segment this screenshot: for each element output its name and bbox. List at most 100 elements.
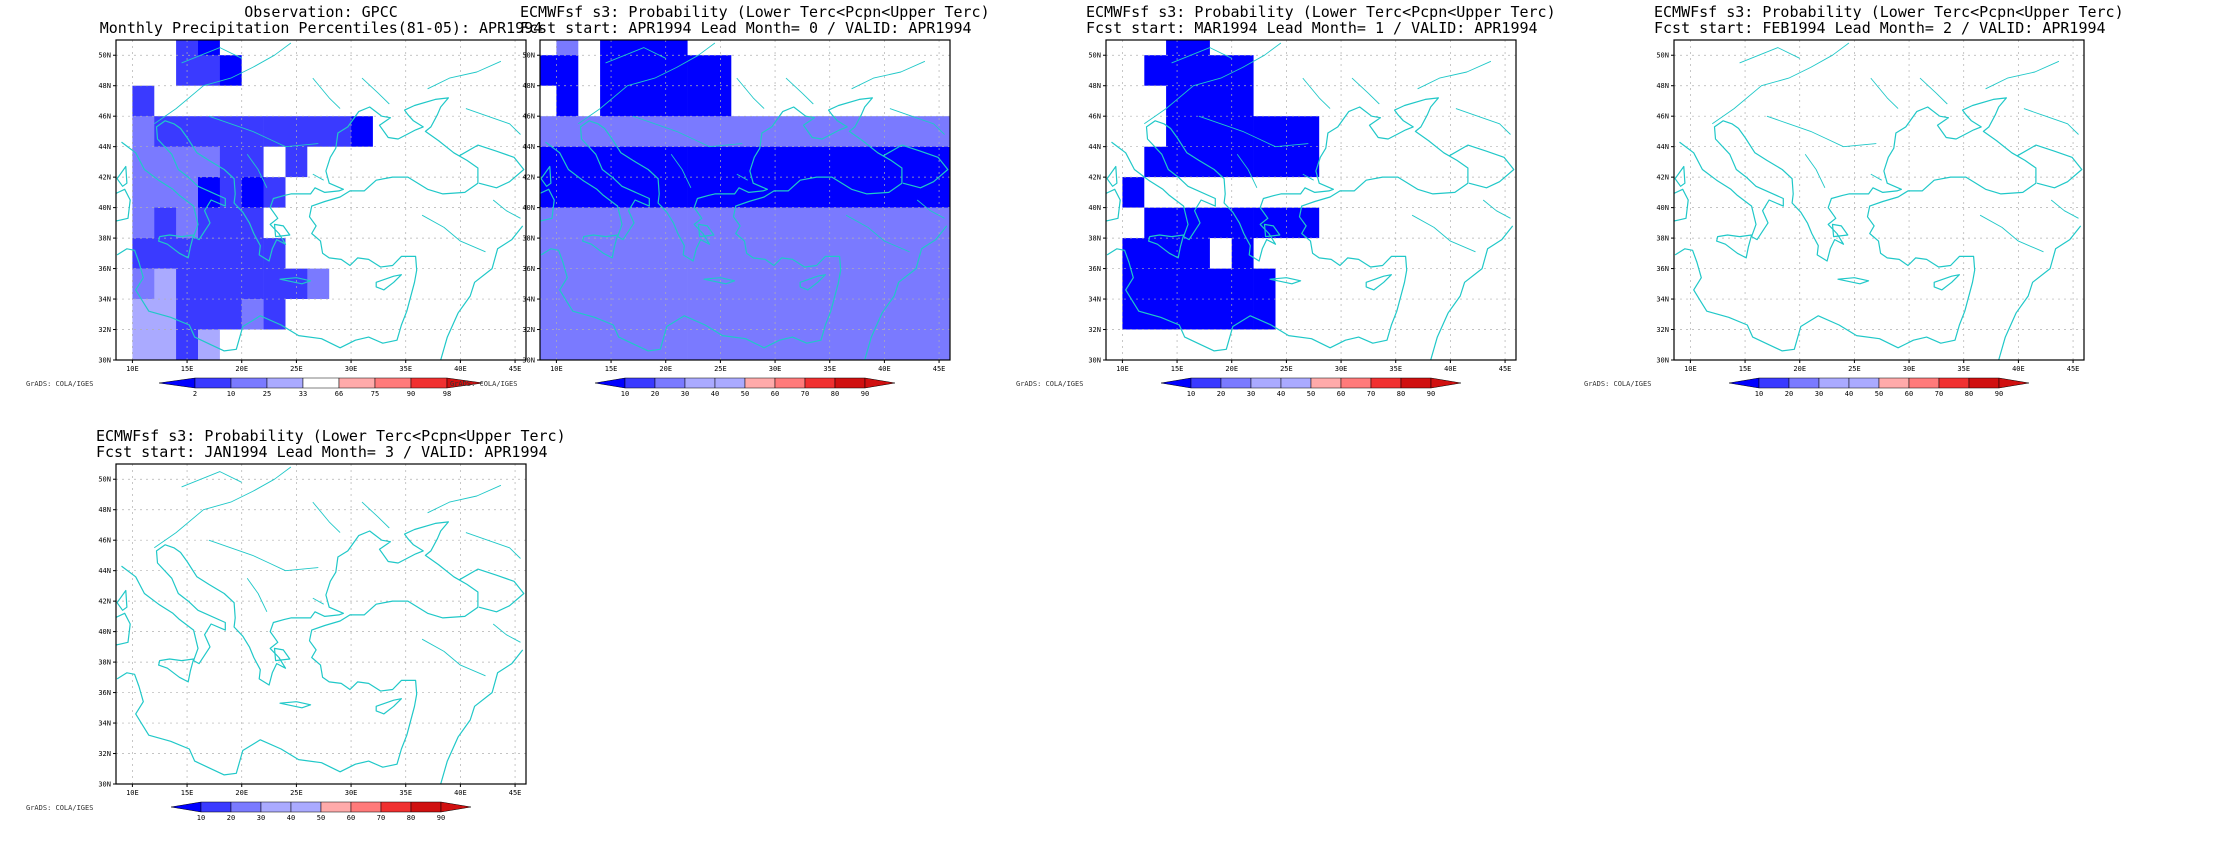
heatmap-cell xyxy=(1319,177,1342,208)
heatmap-cell xyxy=(1209,329,1233,361)
heatmap-cell xyxy=(1494,268,1517,300)
coastline-mediterranean xyxy=(1674,97,2037,352)
heatmap-cell xyxy=(1319,85,1342,117)
heatmap-cell xyxy=(1106,299,1123,330)
colorbar-label: 80 xyxy=(831,390,839,398)
heatmap-cell xyxy=(1756,85,1779,117)
heatmap-cell xyxy=(1821,146,1844,178)
heatmap-cell xyxy=(176,299,199,330)
heatmap-cell xyxy=(1712,85,1735,117)
x-tick-label: 20E xyxy=(659,365,672,373)
axes: 10E 15E 20E 25E 30E 35E 40E 45E 30N 32N 34N 36N 38N 4… xyxy=(98,52,521,373)
heatmap-cell xyxy=(351,238,374,269)
heatmap-cell xyxy=(840,40,863,56)
heatmap-cell xyxy=(1734,329,1757,361)
heatmap-cell xyxy=(154,753,177,785)
heatmap-cell xyxy=(1777,116,1801,147)
panel-observation: Observation: GPCC Monthly Precipitation … xyxy=(26,4,546,414)
heatmap-cell xyxy=(372,55,396,86)
heatmap-cell xyxy=(753,329,776,361)
y-tick-label: 30N xyxy=(98,781,111,789)
heatmap-cell xyxy=(372,238,396,269)
heatmap-cell xyxy=(116,329,133,361)
coastline-island xyxy=(703,277,736,285)
heatmap-cell xyxy=(1472,268,1495,300)
heatmap-cell xyxy=(116,540,133,571)
river-line xyxy=(421,638,486,677)
heatmap-cell xyxy=(928,177,951,208)
heatmap-cell xyxy=(1209,55,1233,86)
x-tick-label: 10E xyxy=(126,789,139,797)
x-tick-label: 40E xyxy=(2012,365,2025,373)
heatmap-cell xyxy=(132,509,155,541)
heatmap-cell xyxy=(1144,40,1167,56)
heatmap-cell xyxy=(1428,268,1451,300)
river-line xyxy=(851,60,926,90)
river-line xyxy=(361,501,390,529)
heatmap-cell xyxy=(154,268,177,300)
heatmap-cell xyxy=(862,299,885,330)
heatmap-cell xyxy=(1406,40,1429,56)
heatmap-cell xyxy=(1756,177,1779,208)
heatmap-cell xyxy=(687,207,710,239)
x-tick-label: 30E xyxy=(769,365,782,373)
heatmap-cell xyxy=(1122,85,1145,117)
heatmap-cell xyxy=(796,268,820,300)
river-line xyxy=(154,466,292,549)
colorbar-swatch xyxy=(1250,377,1282,389)
heatmap-cell xyxy=(198,570,221,602)
colorbar-label: 50 xyxy=(741,390,749,398)
y-tick-label: 40N xyxy=(98,204,111,212)
heatmap-cell xyxy=(600,146,623,178)
heatmap-cell xyxy=(263,55,286,86)
heatmap-cell xyxy=(1472,146,1495,178)
heatmap-cell xyxy=(154,146,177,178)
heatmap-cell xyxy=(862,329,885,361)
heatmap-cell xyxy=(416,55,439,86)
heatmap-cell xyxy=(438,329,461,361)
colorbar-label: 90 xyxy=(437,814,445,822)
coastline-mediterranean xyxy=(1106,97,1469,352)
heatmap-cell xyxy=(731,299,754,330)
heatmap-cell xyxy=(1406,268,1429,300)
heatmap-cell xyxy=(219,570,243,602)
heatmap-cell xyxy=(753,85,776,117)
heatmap-cell xyxy=(116,601,133,632)
heatmap-cell xyxy=(198,631,221,663)
heatmap-cell xyxy=(438,631,461,663)
heatmap-cell xyxy=(460,207,483,239)
colorbar-label: 40 xyxy=(1845,390,1853,398)
colorbar-legend: 10 20 30 40 50 60 70 80 90 xyxy=(594,377,896,398)
heatmap-cell xyxy=(219,479,243,510)
heatmap-cell xyxy=(556,207,579,239)
heatmap-cell xyxy=(643,207,667,239)
heatmap-cell xyxy=(540,146,557,178)
heatmap-cell xyxy=(578,55,601,86)
heatmap-cell xyxy=(438,299,461,330)
heatmap-cell xyxy=(906,177,929,208)
river-line xyxy=(246,578,268,612)
heatmap-cell xyxy=(775,207,798,239)
coastline-island xyxy=(116,165,128,187)
river-line xyxy=(465,108,521,135)
colorbar-swatch xyxy=(1310,377,1342,389)
heatmap-cell xyxy=(1690,299,1713,330)
heatmap-cell xyxy=(132,329,155,361)
heatmap-cell xyxy=(132,692,155,724)
heatmap-cell xyxy=(504,299,527,330)
colorbar-swatch xyxy=(266,377,304,389)
heatmap-cell xyxy=(1362,268,1386,300)
heatmap-cell xyxy=(416,692,439,724)
heatmap-cell xyxy=(1734,268,1757,300)
heatmap-cell xyxy=(394,329,417,361)
heatmap-cell xyxy=(1909,85,1932,117)
y-tick-label: 34N xyxy=(1088,296,1101,304)
heatmap-cell xyxy=(351,146,374,178)
heatmap-cell xyxy=(1450,207,1473,239)
heatmap-cell xyxy=(1106,116,1123,147)
heatmap-cell xyxy=(416,116,439,147)
coastline-island xyxy=(1365,274,1392,291)
x-tick-label: 45E xyxy=(509,789,522,797)
heatmap-cell xyxy=(219,177,243,208)
heatmap-cell xyxy=(351,116,374,147)
